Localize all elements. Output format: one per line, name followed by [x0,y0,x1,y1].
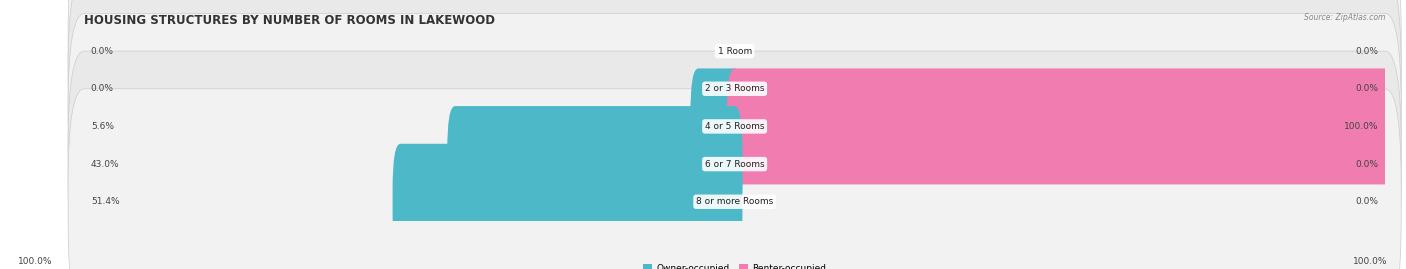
Text: Source: ZipAtlas.com: Source: ZipAtlas.com [1303,13,1385,22]
Text: 5.6%: 5.6% [91,122,114,131]
Text: 4 or 5 Rooms: 4 or 5 Rooms [704,122,765,131]
Text: 0.0%: 0.0% [1355,197,1378,206]
Text: 51.4%: 51.4% [91,197,120,206]
Text: 6 or 7 Rooms: 6 or 7 Rooms [704,160,765,169]
Text: 0.0%: 0.0% [91,84,114,93]
FancyBboxPatch shape [67,51,1402,269]
FancyBboxPatch shape [447,106,742,222]
Text: 0.0%: 0.0% [1355,47,1378,56]
Text: HOUSING STRUCTURES BY NUMBER OF ROOMS IN LAKEWOOD: HOUSING STRUCTURES BY NUMBER OF ROOMS IN… [84,14,495,27]
Text: 2 or 3 Rooms: 2 or 3 Rooms [704,84,765,93]
Text: 43.0%: 43.0% [91,160,120,169]
FancyBboxPatch shape [67,0,1402,164]
FancyBboxPatch shape [727,68,1393,185]
Text: 0.0%: 0.0% [1355,160,1378,169]
Text: 8 or more Rooms: 8 or more Rooms [696,197,773,206]
Text: 0.0%: 0.0% [91,47,114,56]
Text: 100.0%: 100.0% [1353,257,1388,266]
FancyBboxPatch shape [392,144,742,260]
FancyBboxPatch shape [67,0,1402,202]
Text: 0.0%: 0.0% [1355,84,1378,93]
FancyBboxPatch shape [67,89,1402,269]
Text: 100.0%: 100.0% [18,257,53,266]
Text: 100.0%: 100.0% [1344,122,1378,131]
FancyBboxPatch shape [67,13,1402,239]
FancyBboxPatch shape [690,68,742,185]
Legend: Owner-occupied, Renter-occupied: Owner-occupied, Renter-occupied [640,260,830,269]
Text: 1 Room: 1 Room [717,47,752,56]
